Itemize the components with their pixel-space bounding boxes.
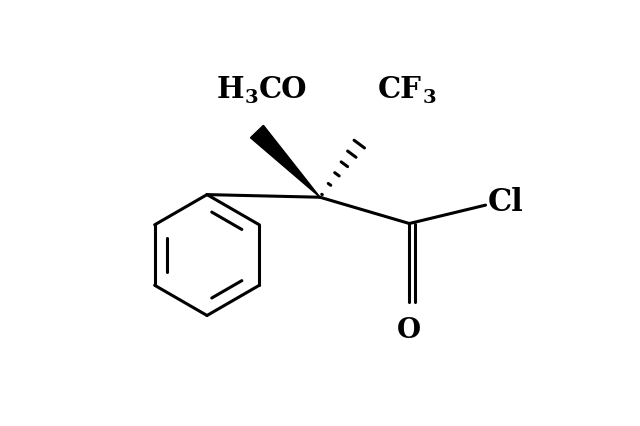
Text: CO: CO — [259, 75, 307, 104]
Text: 3: 3 — [422, 89, 436, 107]
Text: H: H — [216, 75, 244, 104]
Text: Cl: Cl — [488, 187, 524, 218]
Text: 3: 3 — [245, 89, 259, 107]
Text: CF: CF — [378, 75, 422, 104]
Polygon shape — [250, 125, 320, 197]
Text: O: O — [397, 317, 421, 344]
